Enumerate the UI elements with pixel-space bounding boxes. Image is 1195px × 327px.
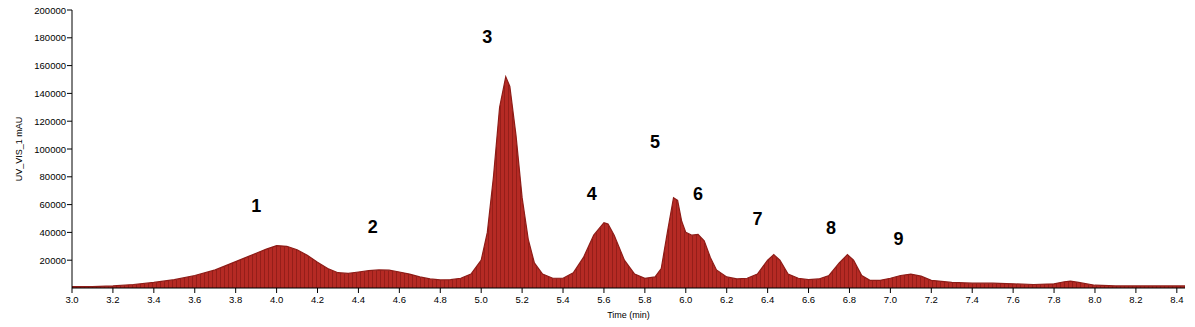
x-tick [1135, 288, 1136, 293]
y-tick [67, 121, 72, 122]
x-tick [194, 288, 195, 293]
x-axis [72, 288, 1185, 289]
x-tick [726, 288, 727, 293]
x-tick [522, 288, 523, 293]
x-axis-label: Time (min) [607, 310, 650, 320]
y-axis-label: UV_VIS_1 mAU [14, 117, 24, 182]
x-tick-label: 3.8 [229, 294, 242, 305]
x-tick-label: 7.4 [966, 294, 979, 305]
x-tick-label: 8.4 [1170, 294, 1183, 305]
x-tick [235, 288, 236, 293]
x-tick-label: 5.8 [638, 294, 651, 305]
x-tick-label: 8.2 [1129, 294, 1142, 305]
x-tick [112, 288, 113, 293]
y-tick-label: 160000 [34, 60, 66, 71]
y-tick-label: 180000 [34, 32, 66, 43]
x-tick [153, 288, 154, 293]
y-tick [67, 176, 72, 177]
x-tick-label: 7.6 [1007, 294, 1020, 305]
y-tick-label: 80000 [40, 171, 66, 182]
x-tick-label: 5.4 [556, 294, 569, 305]
x-tick-label: 7.8 [1047, 294, 1060, 305]
x-tick [603, 288, 604, 293]
x-tick [931, 288, 932, 293]
y-tick-label: 100000 [34, 144, 66, 155]
x-tick [440, 288, 441, 293]
x-tick [72, 288, 73, 293]
x-tick-label: 3.2 [106, 294, 119, 305]
x-tick-label: 6.6 [802, 294, 815, 305]
x-tick-label: 5.0 [475, 294, 488, 305]
x-tick [972, 288, 973, 293]
x-tick [1094, 288, 1095, 293]
area-fill [72, 77, 1185, 288]
x-tick-label: 5.6 [597, 294, 610, 305]
x-tick [644, 288, 645, 293]
peak-label: 7 [752, 209, 762, 229]
x-tick [399, 288, 400, 293]
x-tick-label: 4.2 [311, 294, 324, 305]
y-tick [67, 232, 72, 233]
x-tick-label: 7.2 [925, 294, 938, 305]
x-tick [563, 288, 564, 293]
y-tick-label: 140000 [34, 88, 66, 99]
y-tick [67, 204, 72, 205]
peak-label: 8 [826, 218, 836, 238]
x-tick [1176, 288, 1177, 293]
y-tick [67, 149, 72, 150]
y-tick [67, 65, 72, 66]
peak-label: 1 [251, 196, 261, 216]
y-tick-label: 20000 [40, 255, 66, 266]
x-tick-label: 7.0 [884, 294, 897, 305]
x-tick-label: 8.0 [1088, 294, 1101, 305]
x-tick [481, 288, 482, 293]
x-tick-label: 6.4 [761, 294, 774, 305]
x-tick [849, 288, 850, 293]
x-tick [767, 288, 768, 293]
y-tick-label: 200000 [34, 5, 66, 16]
x-tick-label: 6.2 [720, 294, 733, 305]
y-tick-label: 40000 [40, 227, 66, 238]
peak-label: 6 [693, 184, 703, 204]
peak-label: 9 [894, 229, 904, 249]
peak-label: 2 [368, 217, 378, 237]
x-tick-label: 6.0 [679, 294, 692, 305]
peak-label: 5 [650, 132, 660, 152]
y-tick-label: 60000 [40, 199, 66, 210]
x-tick-label: 4.0 [270, 294, 283, 305]
x-tick-label: 5.2 [516, 294, 529, 305]
chart: 2000040000600008000010000012000014000016… [0, 0, 1195, 327]
x-tick-label: 3.4 [147, 294, 160, 305]
y-tick [67, 93, 72, 94]
x-tick [685, 288, 686, 293]
x-tick-label: 4.4 [352, 294, 365, 305]
x-tick [808, 288, 809, 293]
x-tick [358, 288, 359, 293]
peak-label: 4 [587, 184, 597, 204]
x-tick [1013, 288, 1014, 293]
peak-label: 3 [482, 27, 492, 47]
plot-area [72, 77, 1185, 288]
x-tick-label: 4.6 [393, 294, 406, 305]
x-tick [317, 288, 318, 293]
x-tick-label: 4.8 [434, 294, 447, 305]
x-tick-label: 3.6 [188, 294, 201, 305]
trace-line [72, 77, 1185, 287]
y-tick [67, 37, 72, 38]
x-tick-label: 3.0 [65, 294, 78, 305]
x-tick-label: 6.8 [843, 294, 856, 305]
y-tick [67, 10, 72, 11]
x-tick [1054, 288, 1055, 293]
y-tick [67, 260, 72, 261]
y-tick-label: 120000 [34, 116, 66, 127]
x-tick [276, 288, 277, 293]
x-tick [890, 288, 891, 293]
